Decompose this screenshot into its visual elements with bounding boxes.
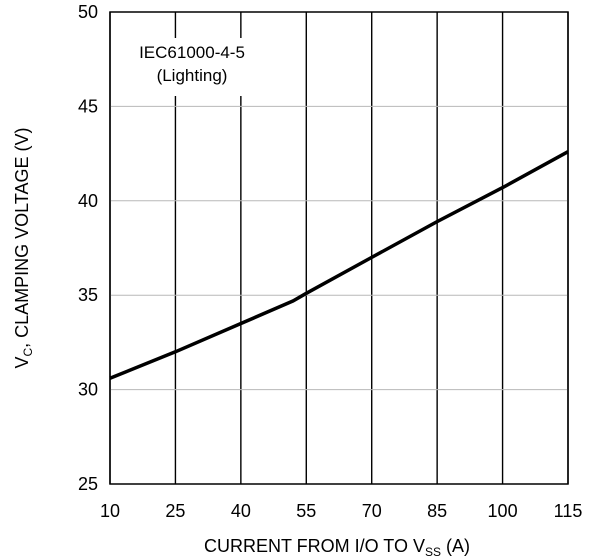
y-tick-label: 40 [78, 191, 98, 211]
y-tick-label: 30 [78, 380, 98, 400]
x-axis-title-subscript: SS [425, 545, 441, 559]
x-tick-label: 70 [362, 501, 382, 521]
x-tick-label: 115 [554, 501, 583, 521]
y-axis-title-suffix: , CLAMPING VOLTAGE (V) [12, 127, 32, 347]
annotation-line-1: IEC61000-4-5 [139, 43, 245, 62]
x-tick-label: 55 [296, 501, 316, 521]
x-axis-title: CURRENT FROM I/O TO VSS (A) [204, 536, 470, 559]
x-axis-title-main: CURRENT FROM I/O TO V [204, 536, 425, 556]
y-tick-label: 45 [78, 96, 98, 116]
y-tick-label: 50 [78, 2, 98, 22]
x-tick-label: 85 [427, 501, 447, 521]
x-tick-label: 25 [165, 501, 185, 521]
y-tick-label: 25 [78, 474, 98, 494]
annotation-background [131, 38, 253, 96]
y-tick-labels: 25 30 35 40 45 50 [78, 2, 98, 494]
y-axis-title-main: V [12, 357, 32, 369]
x-tick-labels: 10 25 40 55 70 85 100 115 [100, 501, 582, 521]
data-series [109, 150, 569, 380]
annotation-line-2: (Lighting) [157, 66, 228, 85]
x-tick-label: 40 [231, 501, 251, 521]
x-axis-title-suffix: (A) [441, 536, 470, 556]
x-tick-label: 100 [488, 501, 518, 521]
y-axis-title-subscript: C [21, 348, 35, 357]
x-tick-label: 10 [100, 501, 120, 521]
y-tick-label: 35 [78, 285, 98, 305]
plot-frame [109, 11, 569, 485]
series-line [109, 150, 569, 380]
y-axis-title: VC, CLAMPING VOLTAGE (V) [12, 127, 35, 368]
annotation-box: IEC61000-4-5 (Lighting) [131, 38, 253, 96]
